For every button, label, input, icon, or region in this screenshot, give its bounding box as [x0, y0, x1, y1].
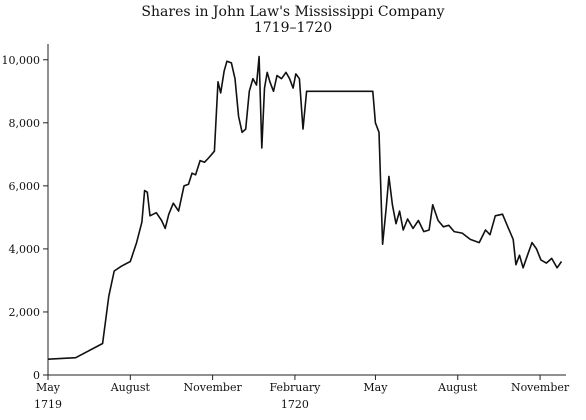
- chart-title: Shares in John Law's Mississippi Company: [141, 4, 445, 20]
- x-tick-label: May: [363, 381, 388, 394]
- chart-subtitle: 1719–1720: [253, 20, 333, 36]
- y-tick-label: 0: [33, 369, 40, 382]
- share-price-line: [47, 55, 563, 360]
- x-tick-label: November: [511, 381, 570, 394]
- x-tick-label: August: [110, 381, 151, 394]
- x-tick-year-label: 1719: [34, 398, 62, 411]
- y-tick-label: 10,000: [2, 54, 41, 67]
- x-tick-group: May 1719 August November February 1720 May Augu…: [34, 375, 570, 411]
- y-tick-label: 8,000: [9, 117, 41, 130]
- x-tick-label: November: [184, 381, 243, 394]
- axes: [47, 44, 566, 376]
- x-tick-year-label: 1720: [281, 398, 309, 411]
- x-tick-label: August: [437, 381, 478, 394]
- y-tick-label: 6,000: [9, 180, 41, 193]
- x-tick-label: May: [36, 381, 61, 394]
- y-tick-group: 0 2,000 4,000 6,000 8,000 10,000: [2, 54, 48, 382]
- series-group: [47, 55, 563, 360]
- y-tick-label: 2,000: [9, 306, 41, 319]
- y-tick-label: 4,000: [9, 243, 41, 256]
- x-tick-label: February: [269, 381, 321, 394]
